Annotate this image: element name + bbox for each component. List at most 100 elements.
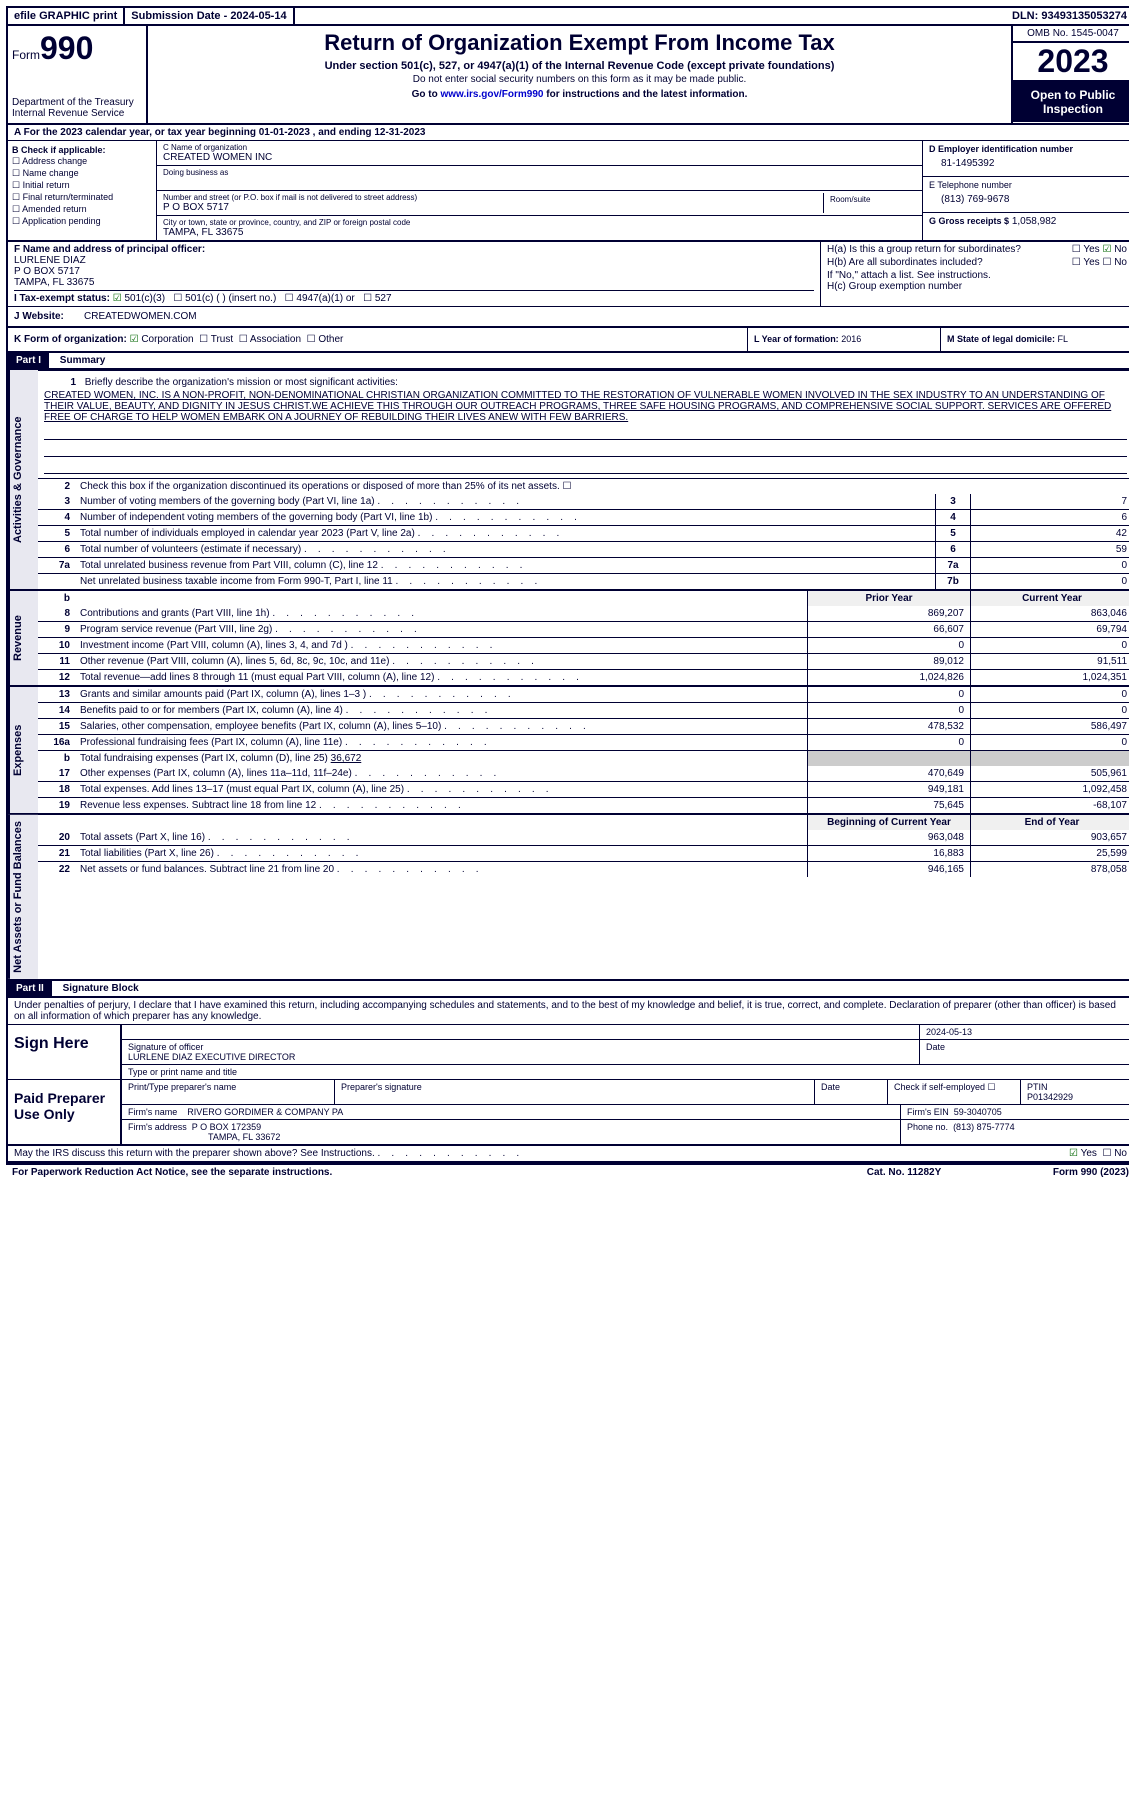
line-b-text: Total fundraising expenses (Part IX, col… xyxy=(76,751,807,766)
page-footer: For Paperwork Reduction Act Notice, see … xyxy=(6,1163,1129,1180)
ha-label: H(a) Is this a group return for subordin… xyxy=(827,244,1072,255)
summary-line: 10 Investment income (Part VIII, column … xyxy=(38,637,1129,653)
col-b-checkboxes: B Check if applicable: Address change Na… xyxy=(8,141,157,240)
website-label: J Website: xyxy=(14,311,84,322)
prep-sig-label: Preparer's signature xyxy=(335,1080,815,1104)
chk-association[interactable]: Association xyxy=(239,334,301,345)
submission-date: Submission Date - 2024-05-14 xyxy=(125,8,294,24)
summary-gov: Activities & Governance 1 Briefly descri… xyxy=(8,370,1129,589)
prep-date-label: Date xyxy=(815,1080,888,1104)
tel-label: E Telephone number xyxy=(929,180,1127,190)
firm-addr2: TAMPA, FL 33672 xyxy=(208,1132,280,1142)
part2-header: Part II xyxy=(8,981,52,996)
chk-amended-return[interactable]: Amended return xyxy=(12,204,152,215)
summary-line: 9 Program service revenue (Part VIII, li… xyxy=(38,621,1129,637)
summary-line: 17 Other expenses (Part IX, column (A), … xyxy=(38,766,1129,781)
header-right: OMB No. 1545-0047 2023 Open to Public In… xyxy=(1011,26,1129,123)
paid-preparer-row: Paid Preparer Use Only Print/Type prepar… xyxy=(8,1080,1129,1145)
gross-value: 1,058,982 xyxy=(1012,216,1057,227)
summary-line: 18 Total expenses. Add lines 13–17 (must… xyxy=(38,781,1129,797)
street-value: P O BOX 5717 xyxy=(163,202,823,213)
summary-line: 3 Number of voting members of the govern… xyxy=(38,494,1129,509)
chk-trust[interactable]: Trust xyxy=(199,334,233,345)
main-title: Return of Organization Exempt From Incom… xyxy=(156,30,1003,56)
vtab-exp: Expenses xyxy=(8,687,38,813)
chk-4947[interactable]: 4947(a)(1) or xyxy=(285,293,355,304)
header-row: Form990 Department of the Treasury Inter… xyxy=(8,26,1129,125)
form-org-label: K Form of organization: xyxy=(14,334,127,345)
goto-link[interactable]: www.irs.gov/Form990 xyxy=(440,89,543,100)
form-footer: Form 990 (2023) xyxy=(979,1167,1129,1178)
chk-501c3[interactable]: 501(c)(3) xyxy=(113,293,165,304)
ptin-label: PTIN xyxy=(1027,1082,1127,1092)
summary-line: 15 Salaries, other compensation, employe… xyxy=(38,718,1129,734)
b-marker: b xyxy=(38,591,76,606)
ha-yes[interactable]: Yes xyxy=(1072,244,1100,255)
vtab-net: Net Assets or Fund Balances xyxy=(8,815,38,979)
section-f-h: F Name and address of principal officer:… xyxy=(8,240,1129,307)
chk-other[interactable]: Other xyxy=(307,334,344,345)
firm-addr1: P O BOX 172359 xyxy=(192,1122,261,1132)
goto-line: Go to www.irs.gov/Form990 for instructio… xyxy=(156,89,1003,100)
mission-label: Briefly describe the organization's miss… xyxy=(85,377,398,388)
summary-line: Net unrelated business taxable income fr… xyxy=(38,573,1129,589)
end-year-header: End of Year xyxy=(970,815,1129,830)
chk-final-return[interactable]: Final return/terminated xyxy=(12,192,152,203)
summary-line: 5 Total number of individuals employed i… xyxy=(38,525,1129,541)
hb-no[interactable]: No xyxy=(1102,257,1127,268)
header-left: Form990 Department of the Treasury Inter… xyxy=(8,26,148,123)
ein-label: D Employer identification number xyxy=(929,144,1127,154)
summary-line: 6 Total number of volunteers (estimate i… xyxy=(38,541,1129,557)
check-self[interactable]: Check if self-employed ☐ xyxy=(888,1080,1021,1104)
tax-year: 2023 xyxy=(1013,43,1129,82)
col-d: D Employer identification number 81-1495… xyxy=(922,141,1129,240)
col-f: F Name and address of principal officer:… xyxy=(8,242,820,306)
summary-line: 21 Total liabilities (Part X, line 26) 1… xyxy=(38,845,1129,861)
officer-street: P O BOX 5717 xyxy=(14,266,814,277)
officer-label: F Name and address of principal officer: xyxy=(14,244,814,255)
summary-line: 20 Total assets (Part X, line 16) 963,04… xyxy=(38,830,1129,845)
sign-here-row: Sign Here 2024-05-13 Signature of office… xyxy=(8,1025,1129,1080)
officer-name: LURLENE DIAZ xyxy=(14,255,814,266)
discuss-yes[interactable]: Yes xyxy=(1069,1148,1097,1159)
officer-city: TAMPA, FL 33675 xyxy=(14,277,814,288)
prep-name-label: Print/Type preparer's name xyxy=(122,1080,335,1104)
top-bar: efile GRAPHIC print Submission Date - 20… xyxy=(8,8,1129,26)
section-k-l-m: K Form of organization: Corporation Trus… xyxy=(8,328,1129,353)
col-k: K Form of organization: Corporation Trus… xyxy=(8,328,747,351)
chk-name-change[interactable]: Name change xyxy=(12,168,152,179)
col-l: L Year of formation: 2016 xyxy=(747,328,940,351)
row-a-calendar-year: A For the 2023 calendar year, or tax yea… xyxy=(8,125,1129,141)
chk-527[interactable]: 527 xyxy=(363,293,391,304)
col-h: H(a) Is this a group return for subordin… xyxy=(820,242,1129,306)
org-name-label: C Name of organization xyxy=(163,143,916,152)
col-b-header: B Check if applicable: xyxy=(12,145,152,155)
chk-address-change[interactable]: Address change xyxy=(12,156,152,167)
header-center: Return of Organization Exempt From Incom… xyxy=(148,26,1011,123)
col-c: C Name of organization CREATED WOMEN INC… xyxy=(157,141,922,240)
ha-no[interactable]: No xyxy=(1102,244,1127,255)
discuss-row: May the IRS discuss this return with the… xyxy=(8,1145,1129,1161)
omb-number: OMB No. 1545-0047 xyxy=(1013,26,1129,43)
room-suite-label: Room/suite xyxy=(824,193,916,213)
summary-line: 8 Contributions and grants (Part VIII, l… xyxy=(38,606,1129,621)
open-inspection: Open to Public Inspection xyxy=(1013,82,1129,122)
dba-label: Doing business as xyxy=(163,168,916,177)
sig-officer-label: Signature of officer xyxy=(128,1042,913,1052)
vtab-rev: Revenue xyxy=(8,591,38,685)
firm-name-label: Firm's name xyxy=(128,1107,177,1117)
summary-line: 19 Revenue less expenses. Subtract line … xyxy=(38,797,1129,813)
city-value: TAMPA, FL 33675 xyxy=(163,227,916,238)
chk-501c[interactable]: 501(c) ( ) (insert no.) xyxy=(173,293,276,304)
chk-corporation[interactable]: Corporation xyxy=(130,334,194,345)
summary-line: 4 Number of independent voting members o… xyxy=(38,509,1129,525)
discuss-no[interactable]: No xyxy=(1102,1148,1127,1159)
sig-date: 2024-05-13 xyxy=(920,1025,1129,1039)
chk-initial-return[interactable]: Initial return xyxy=(12,180,152,191)
summary-net: Net Assets or Fund Balances Beginning of… xyxy=(8,813,1129,979)
hb-yes[interactable]: Yes xyxy=(1072,257,1100,268)
summary-line: 7a Total unrelated business revenue from… xyxy=(38,557,1129,573)
chk-application-pending[interactable]: Application pending xyxy=(12,216,152,227)
vtab-gov: Activities & Governance xyxy=(8,370,38,589)
ein-value: 81-1495392 xyxy=(929,154,1127,173)
